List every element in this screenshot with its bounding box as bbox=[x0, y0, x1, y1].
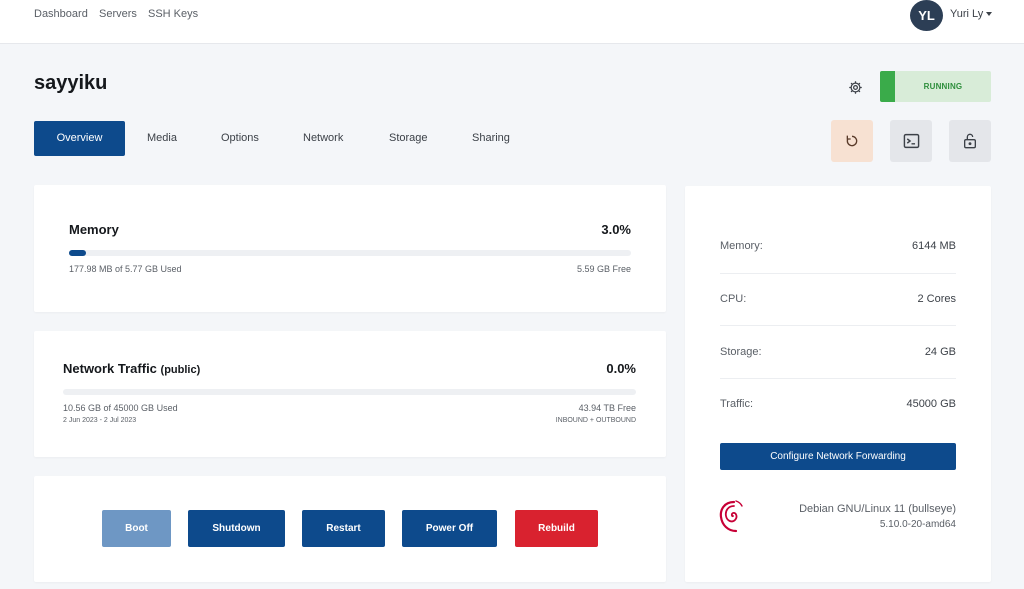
nav-link-dashboard[interactable]: Dashboard bbox=[34, 8, 88, 20]
traffic-direction: INBOUND + OUTBOUND bbox=[555, 417, 636, 424]
user-menu[interactable]: Yuri Ly bbox=[950, 8, 993, 20]
spec-value: 6144 MB bbox=[911, 240, 956, 252]
spec-label: Traffic: bbox=[720, 398, 754, 410]
nav-link-servers[interactable]: Servers bbox=[99, 8, 137, 20]
tab-sharing[interactable]: Sharing bbox=[472, 132, 510, 144]
status-label: RUNNING bbox=[923, 82, 963, 91]
page-title: sayyiku bbox=[34, 72, 108, 94]
tab-storage[interactable]: Storage bbox=[389, 132, 428, 144]
boot-button[interactable]: Boot bbox=[102, 510, 171, 547]
memory-free: 5.59 GB Free bbox=[576, 264, 631, 274]
memory-percent: 3.0% bbox=[601, 222, 631, 237]
reboot-button[interactable] bbox=[831, 120, 873, 162]
tab-network[interactable]: Network bbox=[303, 132, 344, 144]
traffic-title: Network Traffic (public) bbox=[63, 361, 200, 376]
os-name: Debian GNU/Linux 11 (bullseye) bbox=[799, 503, 956, 515]
traffic-percent: 0.0% bbox=[606, 361, 636, 376]
gear-icon[interactable] bbox=[848, 80, 863, 95]
debian-logo-icon bbox=[719, 500, 743, 533]
traffic-progress-track bbox=[63, 389, 636, 395]
spec-value: 2 Cores bbox=[917, 293, 956, 305]
spec-row-storage: Storage: 24 GB bbox=[720, 346, 956, 366]
memory-progress-track bbox=[69, 250, 631, 256]
spec-label: Storage: bbox=[720, 346, 762, 358]
user-name: Yuri Ly bbox=[950, 8, 984, 20]
tab-media[interactable]: Media bbox=[147, 132, 177, 144]
status-badge: RUNNING bbox=[880, 71, 991, 102]
nav-link-ssh-keys[interactable]: SSH Keys bbox=[148, 8, 199, 20]
spec-value: 45000 GB bbox=[906, 398, 956, 410]
console-icon bbox=[903, 133, 919, 149]
divider bbox=[720, 325, 956, 326]
restart-button[interactable]: Restart bbox=[302, 510, 385, 547]
traffic-free: 43.94 TB Free bbox=[578, 403, 636, 413]
spec-row-memory: Memory: 6144 MB bbox=[720, 240, 956, 260]
reboot-icon bbox=[846, 135, 858, 147]
traffic-period: 2 Jun 2023 - 2 Jul 2023 bbox=[63, 417, 137, 424]
memory-title: Memory bbox=[69, 222, 119, 237]
tab-options[interactable]: Options bbox=[221, 132, 259, 144]
chevron-down-icon bbox=[986, 12, 993, 17]
memory-card bbox=[34, 185, 666, 312]
memory-progress-fill bbox=[69, 250, 86, 256]
shutdown-button[interactable]: Shutdown bbox=[188, 510, 285, 547]
traffic-subtitle: (public) bbox=[160, 364, 201, 376]
spec-label: Memory: bbox=[720, 240, 763, 252]
spec-row-traffic: Traffic: 45000 GB bbox=[720, 398, 956, 418]
top-navbar: Dashboard Servers SSH Keys YL Yuri Ly bbox=[0, 0, 1024, 44]
status-indicator bbox=[880, 71, 895, 102]
traffic-title-text: Network Traffic bbox=[63, 361, 157, 376]
os-kernel: 5.10.0-20-amd64 bbox=[879, 519, 956, 530]
console-button[interactable] bbox=[890, 120, 932, 162]
spec-label: CPU: bbox=[720, 293, 747, 305]
lock-button[interactable] bbox=[949, 120, 991, 162]
avatar[interactable]: YL bbox=[910, 0, 943, 31]
lock-icon bbox=[964, 133, 976, 149]
spec-value: 24 GB bbox=[924, 346, 956, 358]
tab-overview[interactable]: Overview bbox=[34, 121, 125, 156]
rebuild-button[interactable]: Rebuild bbox=[515, 510, 598, 547]
memory-used: 177.98 MB of 5.77 GB Used bbox=[69, 264, 182, 274]
power-off-button[interactable]: Power Off bbox=[402, 510, 497, 547]
spec-row-cpu: CPU: 2 Cores bbox=[720, 293, 956, 313]
divider bbox=[720, 273, 956, 274]
configure-network-forwarding-button[interactable]: Configure Network Forwarding bbox=[720, 443, 956, 470]
divider bbox=[720, 378, 956, 379]
traffic-used: 10.56 GB of 45000 GB Used bbox=[63, 403, 178, 413]
